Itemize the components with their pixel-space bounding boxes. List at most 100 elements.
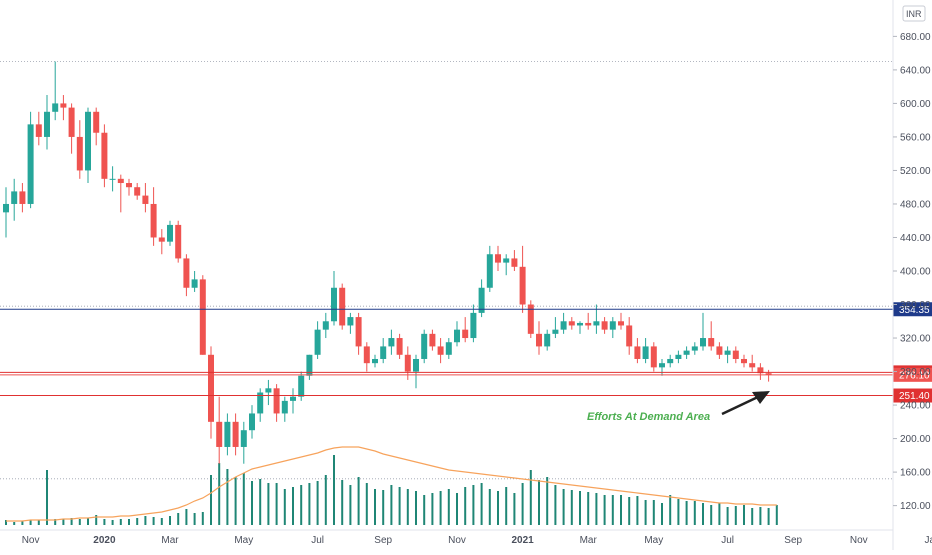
volume-bar [603, 495, 606, 525]
candle-body [413, 358, 419, 372]
y-tick-label: 200.00 [900, 434, 931, 445]
volume-bar [431, 493, 434, 525]
volume-bar [587, 492, 590, 525]
candle-body [437, 346, 444, 355]
volume-bar [390, 485, 393, 525]
volume-bar [464, 487, 467, 525]
x-tick-label: May [234, 535, 253, 546]
annotation-layer: Efforts At Demand Area [587, 391, 770, 423]
volume-bar [521, 483, 524, 525]
candle-body [700, 338, 706, 347]
candle-body [650, 346, 657, 368]
candle-body [347, 317, 354, 326]
x-tick-label: Nov [850, 535, 868, 546]
candle-body [716, 346, 723, 355]
candle-body [642, 346, 649, 359]
candle-body [60, 103, 67, 108]
y-tick-label: 280.00 [900, 367, 931, 378]
candle-body [339, 287, 346, 326]
candle-body [306, 354, 313, 376]
volume-bar [78, 519, 81, 525]
currency-badge [902, 5, 926, 22]
candle-body [3, 203, 9, 213]
candle-body [281, 400, 288, 414]
volume-bar [95, 515, 98, 525]
candle-body [618, 321, 624, 326]
level-label-bg [893, 302, 932, 317]
candle-body [396, 338, 403, 355]
volume-bar [37, 520, 40, 525]
candle-body [85, 111, 91, 171]
candle-body [585, 322, 592, 326]
candle-body [454, 329, 460, 343]
candle-body [486, 254, 493, 288]
candle-body [331, 287, 337, 322]
y-tick-label: 520.00 [900, 166, 931, 177]
volume-bar [554, 485, 557, 525]
volume-bar [529, 470, 532, 525]
candle-body [208, 354, 214, 422]
volume-bar [54, 519, 57, 525]
volume-bar [169, 516, 171, 525]
volume-bar [103, 519, 106, 525]
candle-body [150, 203, 157, 238]
volume-bar [218, 463, 221, 525]
y-tick-label: 600.00 [900, 99, 931, 110]
candle-body [609, 321, 616, 330]
y-tick-label: 400.00 [900, 267, 931, 278]
volume-bar [562, 489, 565, 525]
volume-bar [456, 493, 458, 525]
candle-body [380, 346, 387, 359]
candle-body [158, 237, 165, 242]
volume-bar [636, 496, 639, 525]
candle-body [691, 346, 698, 351]
candle-body [560, 321, 567, 330]
annotation-arrow-head [752, 391, 770, 404]
volume-bar [513, 493, 516, 525]
volume-bar [579, 491, 581, 525]
volume-bar [21, 521, 24, 525]
volume-bar [316, 481, 319, 525]
candle-body [601, 321, 608, 330]
volume-bar [136, 518, 139, 525]
x-tick-label: Mar [580, 535, 598, 546]
volume-bar [644, 500, 647, 525]
volume-bar [292, 487, 294, 525]
volume-bar [497, 491, 499, 525]
volume-bar [398, 487, 401, 525]
volume-bar [185, 509, 188, 525]
candle-body [659, 363, 665, 368]
volume-ma-line [6, 446, 777, 522]
volume-bar [13, 522, 16, 525]
candle-body [593, 321, 600, 326]
volume-bar [333, 455, 335, 525]
candle-body [757, 367, 764, 374]
volume-bar [595, 493, 598, 525]
x-tick-label: Jul [721, 535, 734, 546]
volume-bar [570, 490, 573, 525]
volume-ma-layer [6, 446, 777, 522]
volume-bar [193, 513, 196, 525]
candle-body [35, 124, 42, 137]
volume-bar [423, 495, 426, 525]
volume-bar [693, 501, 696, 525]
volume-bar [324, 475, 327, 525]
candle-body [462, 329, 469, 339]
level-label: 276.10 [899, 370, 930, 381]
volume-bar [538, 480, 540, 525]
volume-bar [726, 507, 729, 525]
candle-body [429, 333, 436, 347]
volume-bar [505, 487, 508, 525]
volume-layer [5, 455, 778, 525]
x-tick-label: 2021 [511, 535, 534, 546]
candle-body [240, 430, 247, 447]
candle-body [519, 266, 526, 305]
volume-bar [546, 477, 549, 525]
y-tick-label: 480.00 [900, 199, 931, 210]
x-tick-label: Nov [448, 535, 466, 546]
candle-body [544, 333, 551, 347]
candle-body [191, 279, 198, 288]
volume-bar [702, 503, 704, 525]
